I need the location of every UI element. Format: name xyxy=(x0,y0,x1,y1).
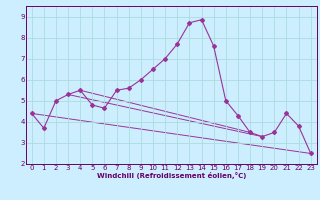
X-axis label: Windchill (Refroidissement éolien,°C): Windchill (Refroidissement éolien,°C) xyxy=(97,172,246,179)
